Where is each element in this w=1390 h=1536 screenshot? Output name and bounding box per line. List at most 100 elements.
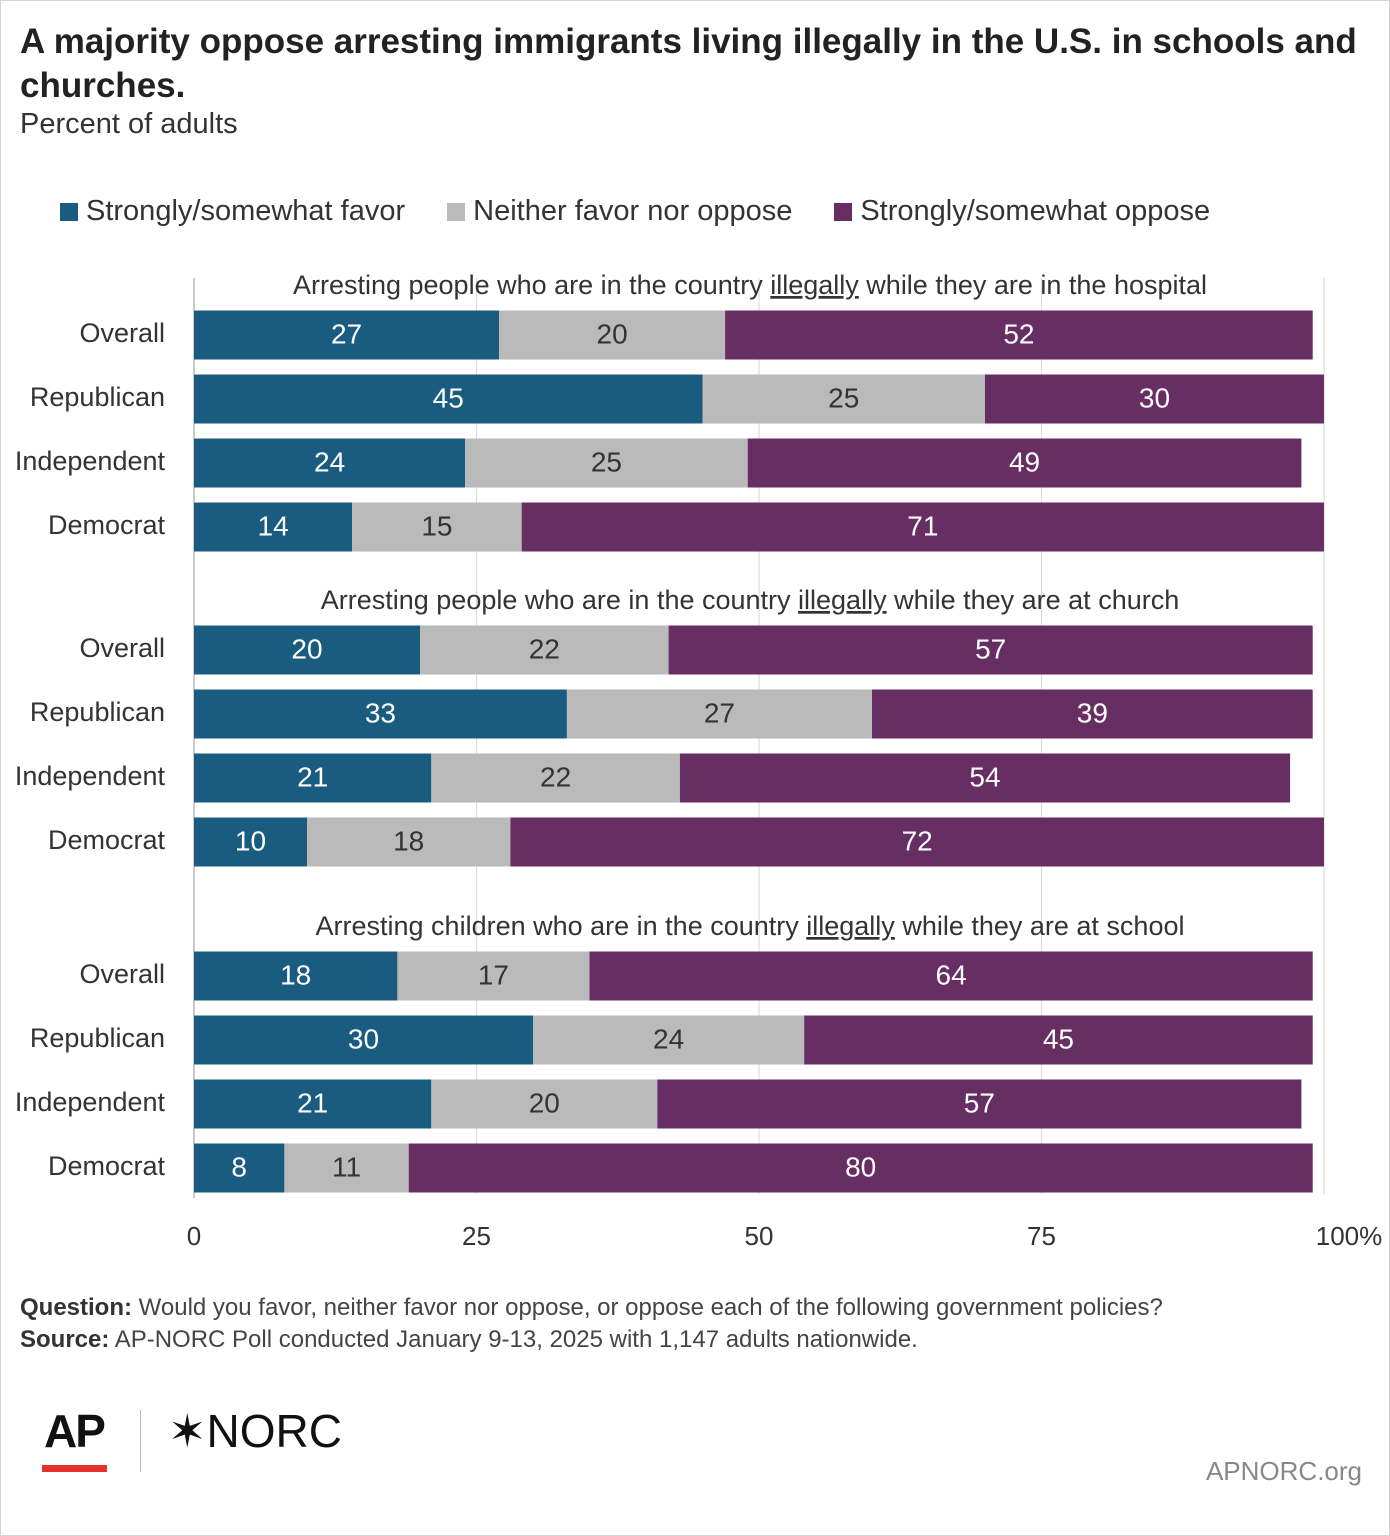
data-label-g1-overall-s3: 52 [1003, 318, 1034, 349]
data-label-g3-republican-s2: 24 [653, 1023, 684, 1054]
data-label-g1-independent-s1: 24 [314, 446, 345, 477]
row-label-republican: Republican [30, 1023, 165, 1053]
chart-title: A majority oppose arresting immigrants l… [20, 22, 1357, 105]
legend: Strongly/somewhat favor Neither favor no… [60, 195, 1210, 228]
bar-g3-republican-s1 [194, 1015, 533, 1065]
bar-g1-overall-s3 [725, 310, 1313, 360]
row-label-overall: Overall [79, 633, 165, 663]
norc-logo: ✶NORC [168, 1405, 342, 1457]
bar-g3-democrat-s3 [408, 1143, 1313, 1193]
data-label-g3-overall-s1: 18 [280, 959, 311, 990]
data-label-g1-democrat-s2: 15 [421, 510, 452, 541]
bar-g2-democrat-s1 [194, 817, 307, 867]
row-label-independent: Independent [15, 446, 166, 476]
bar-g1-republican-s2 [702, 374, 985, 424]
data-label-g3-democrat-s2: 11 [332, 1151, 361, 1182]
bar-g2-overall-s2 [420, 625, 669, 675]
chart-subtitle: Percent of adults [20, 108, 238, 140]
legend-swatch-favor [60, 202, 78, 221]
data-label-g2-republican-s1: 33 [365, 697, 396, 728]
bar-g3-democrat-s2 [284, 1143, 409, 1193]
row-label-overall: Overall [79, 959, 165, 989]
data-label-g2-republican-s2: 27 [704, 697, 735, 728]
x-tick-label-75: 75 [1027, 1221, 1056, 1251]
data-label-g1-democrat-s1: 14 [258, 510, 289, 541]
legend-label-favor: Strongly/somewhat favor [86, 195, 406, 227]
bar-g3-overall-s1 [194, 951, 398, 1001]
bar-g3-overall-s2 [397, 951, 590, 1001]
x-tick-label-100: 100% [1316, 1221, 1383, 1251]
row-label-independent: Independent [15, 761, 166, 791]
x-tick-label-50: 50 [745, 1221, 774, 1251]
bar-g1-republican-s3 [985, 374, 1324, 424]
row-label-independent: Independent [15, 1087, 166, 1117]
bar-g1-republican-s1 [194, 374, 703, 424]
data-label-g1-republican-s1: 45 [433, 382, 464, 413]
data-label-g2-republican-s3: 39 [1077, 697, 1108, 728]
data-label-g2-overall-s2: 22 [529, 633, 560, 664]
data-label-g1-republican-s3: 30 [1139, 382, 1170, 413]
data-label-g3-democrat-s3: 80 [845, 1151, 876, 1182]
row-label-democrat: Democrat [48, 510, 166, 540]
data-label-g2-independent-s1: 21 [297, 761, 328, 792]
group-title-3: Arresting children who are in the countr… [316, 911, 1185, 941]
footnote: Question: Would you favor, neither favor… [20, 1292, 1163, 1356]
x-tick-label-25: 25 [462, 1221, 491, 1251]
bar-g2-independent-s2 [431, 753, 680, 803]
group-title-1: Arresting people who are in the country … [293, 270, 1207, 300]
source-note: Source: AP-NORC Poll conducted January 9… [20, 1326, 918, 1353]
row-label-democrat: Democrat [48, 825, 166, 855]
bar-g3-independent-s2 [431, 1079, 658, 1129]
bar-g3-republican-s3 [804, 1015, 1313, 1065]
legend-item-oppose: Strongly/somewhat oppose [834, 195, 1210, 228]
bar-g2-republican-s3 [872, 689, 1313, 739]
ap-logo-bar [42, 1465, 107, 1472]
data-label-g3-independent-s3: 57 [964, 1087, 995, 1118]
ap-logo: AP [44, 1405, 106, 1457]
data-label-g3-overall-s3: 64 [936, 959, 967, 990]
data-label-g1-independent-s3: 49 [1009, 446, 1040, 477]
bar-g1-independent-s3 [747, 438, 1302, 488]
bar-g2-overall-s3 [668, 625, 1313, 675]
data-label-g1-overall-s1: 27 [331, 318, 362, 349]
bar-g3-independent-s1 [194, 1079, 432, 1129]
group-title-2: Arresting people who are in the country … [321, 585, 1179, 615]
data-label-g2-democrat-s2: 18 [393, 825, 424, 856]
legend-item-favor: Strongly/somewhat favor [60, 195, 405, 228]
data-label-g3-overall-s2: 17 [478, 959, 509, 990]
data-label-g1-independent-s2: 25 [591, 446, 622, 477]
data-label-g3-independent-s2: 20 [529, 1087, 560, 1118]
bar-g1-democrat-s2 [352, 502, 522, 552]
legend-label-neither: Neither favor nor oppose [473, 195, 793, 227]
data-label-g2-independent-s3: 54 [969, 761, 1000, 792]
bar-g1-overall-s2 [499, 310, 726, 360]
row-label-democrat: Democrat [48, 1151, 166, 1181]
bar-g2-democrat-s3 [510, 817, 1324, 867]
bar-g1-democrat-s1 [194, 502, 353, 552]
data-label-g2-democrat-s1: 10 [235, 825, 266, 856]
bar-g2-independent-s1 [194, 753, 432, 803]
bar-g2-republican-s2 [566, 689, 872, 739]
bar-g3-republican-s2 [533, 1015, 805, 1065]
data-label-g3-republican-s3: 45 [1043, 1023, 1074, 1054]
bar-g2-republican-s1 [194, 689, 567, 739]
row-label-republican: Republican [30, 697, 165, 727]
row-label-overall: Overall [79, 318, 165, 348]
data-label-g3-republican-s1: 30 [348, 1023, 379, 1054]
bar-g2-independent-s3 [679, 753, 1291, 803]
bar-g1-independent-s1 [194, 438, 466, 488]
logo-divider [140, 1410, 141, 1472]
data-label-g2-overall-s3: 57 [975, 633, 1006, 664]
question-note: Question: Would you favor, neither favor… [20, 1294, 1163, 1321]
row-label-republican: Republican [30, 382, 165, 412]
site-url: APNORC.org [1205, 1456, 1362, 1486]
stacked-bar-chart: 0 25 50 75 100% Arresting people who are in t… [15, 270, 1383, 1251]
bar-g3-independent-s3 [657, 1079, 1302, 1129]
bar-g2-overall-s1 [194, 625, 420, 675]
bar-g1-democrat-s3 [521, 502, 1324, 552]
bar-g3-overall-s3 [589, 951, 1313, 1001]
data-label-g2-independent-s2: 22 [540, 761, 571, 792]
bar-g3-democrat-s1 [194, 1143, 285, 1193]
legend-item-neither: Neither favor nor oppose [447, 195, 792, 228]
data-label-g1-republican-s2: 25 [828, 382, 859, 413]
